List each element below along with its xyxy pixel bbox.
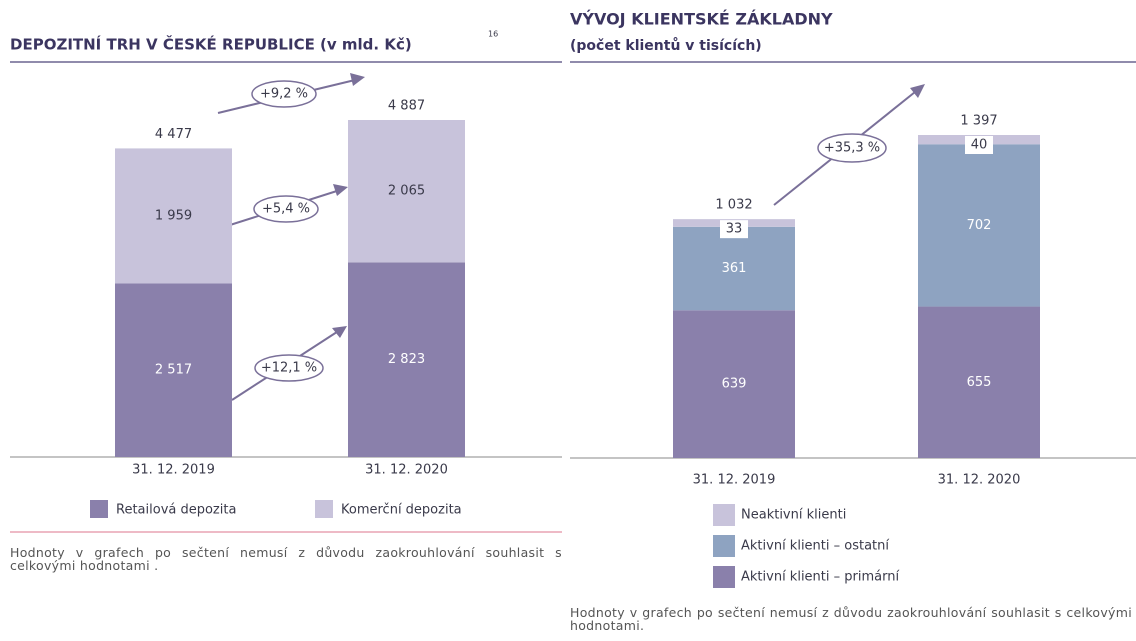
total-label: 4 887: [388, 99, 425, 114]
total-label: 1 032: [715, 198, 752, 213]
legend-swatch: [713, 535, 735, 557]
label-box: [720, 220, 748, 239]
x-tick-label: 31. 12. 2019: [693, 473, 776, 488]
annotation: +12,1 %: [261, 361, 317, 376]
data-label: 702: [967, 218, 992, 233]
bar-segment: [918, 306, 1040, 458]
total-label: 1 397: [960, 114, 997, 129]
legend-swatch: [713, 504, 735, 526]
annotation-bubbles: [251, 80, 324, 382]
bar-segment: [918, 144, 1040, 307]
data-label: 40: [971, 138, 988, 153]
chart-title: DEPOZITNÍ TRH V ČESKÉ REPUBLICE (v mld. …: [10, 35, 412, 54]
annotation: +5,4 %: [262, 202, 310, 217]
bar-segment: [348, 120, 465, 263]
annotation-bubble: [817, 133, 887, 163]
legend-label: Neaktivní klienti: [741, 508, 846, 523]
legend-swatch: [315, 500, 333, 518]
legend-swatch: [713, 566, 735, 588]
arrow-heads: [332, 73, 365, 338]
annotation: +9,2 %: [260, 87, 308, 102]
data-label: 2 065: [388, 184, 425, 199]
legend-label: Retailová depozita: [116, 503, 236, 518]
arrows: [217, 79, 356, 401]
x-tick-label: 31. 12. 2020: [938, 473, 1021, 488]
bar-segment: [673, 226, 795, 311]
bar-segment: [348, 262, 465, 457]
legend-label: Aktivní klienti – ostatní: [741, 539, 889, 554]
data-label: 2 823: [388, 352, 425, 367]
total-label: 4 477: [155, 127, 192, 142]
bar-segment: [673, 310, 795, 458]
data-label: 33: [726, 222, 743, 237]
chart-title: VÝVOJ KLIENTSKÉ ZÁKLADNY: [570, 10, 833, 29]
legend-label: Komerční depozita: [341, 503, 462, 518]
footnote: Hodnoty v grafech po sečtení nemusí z dů…: [570, 605, 1132, 633]
data-label: 639: [722, 377, 747, 392]
data-label: 361: [722, 261, 747, 276]
label-box: [965, 136, 993, 154]
annotation: +35,3 %: [824, 141, 880, 156]
data-label: 2 517: [155, 363, 192, 378]
x-tick-label: 31. 12. 2019: [132, 463, 215, 478]
x-tick-label: 31. 12. 2020: [365, 463, 448, 478]
legend-swatch: [90, 500, 108, 518]
bar-segment: [115, 283, 232, 457]
data-label: 655: [967, 375, 992, 390]
footnote: Hodnoty v grafech po sečtení nemusí z dů…: [10, 545, 562, 573]
bar-segment: [115, 148, 232, 284]
legend-label: Aktivní klienti – primární: [741, 570, 899, 585]
chart-subtitle: (počet klientů v tisících): [570, 37, 762, 54]
title-note: 16: [488, 30, 498, 39]
arrow-head: [910, 84, 925, 98]
data-label: 1 959: [155, 208, 192, 223]
